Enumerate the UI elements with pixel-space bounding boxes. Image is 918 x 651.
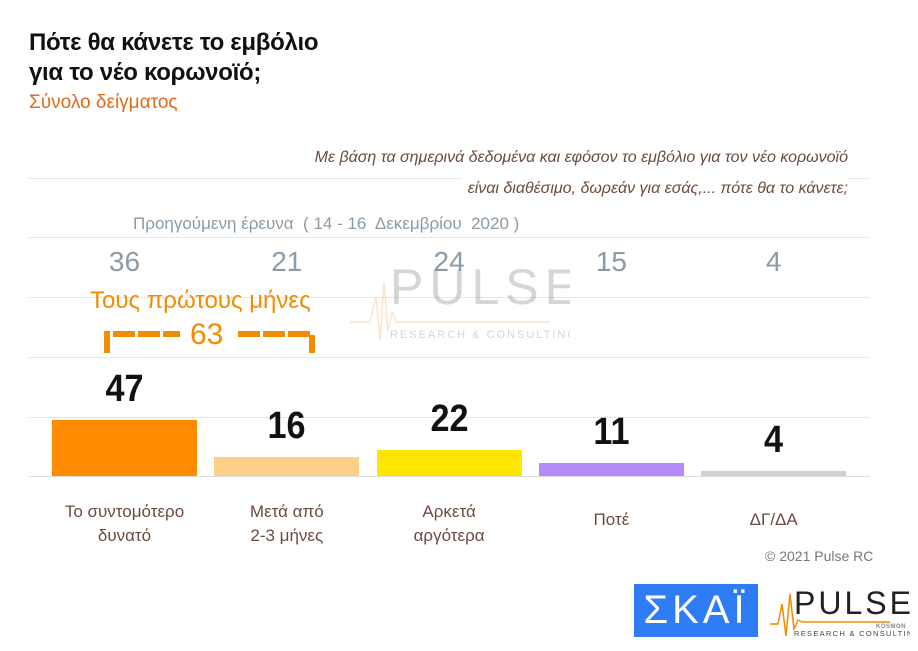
bar-2 <box>376 449 522 476</box>
bar-3 <box>538 462 684 476</box>
previous-survey-label: Προηγούμενη έρευνα ( 14 - 16 Δεκεμβρίου … <box>133 214 524 234</box>
skai-logo: ΣΚΑΪ <box>634 584 758 637</box>
category-label: Ποτέ <box>539 508 684 532</box>
gridline <box>28 357 870 358</box>
bar-1 <box>214 456 360 476</box>
pulse-logo-text: PULSE <box>794 585 910 621</box>
group-value: 63 <box>190 318 224 351</box>
category-line: ΔΓ/ΔΑ <box>749 510 798 529</box>
gridline <box>28 297 870 298</box>
pulse-logo: PULSE KOSMON RESEARCH & CONSULTING <box>770 585 910 638</box>
category-label: Αρκετά αργότερα <box>377 500 522 548</box>
pulse-kosmon-text: KOSMON <box>876 624 906 630</box>
previous-value: 21 <box>271 246 303 277</box>
chart-subtitle: Σύνολο δείγματος <box>29 92 178 113</box>
group-bracket <box>104 331 315 353</box>
baseline <box>28 476 870 477</box>
category-label: Το συντομότερο δυνατό <box>52 500 197 548</box>
previous-value: 24 <box>433 246 465 277</box>
watermark-logo-text: PULSE <box>390 262 570 315</box>
question-text: Με βάση τα σημερινά δεδομένα και εφόσον … <box>128 142 848 204</box>
value-label: 16 <box>267 404 306 447</box>
bar-0 <box>52 420 197 476</box>
title-line-2: για το νέο κορωνοϊό; <box>29 59 262 86</box>
copyright: © 2021 Pulse RC <box>765 548 874 564</box>
gridline <box>28 178 870 179</box>
gridline <box>28 417 870 418</box>
value-label: 22 <box>430 397 469 440</box>
category-line: Ποτέ <box>593 510 630 529</box>
previous-value: 4 <box>765 246 782 277</box>
value-label: 11 <box>593 410 630 453</box>
pulse-watermark: PULSE RESEARCH & CONSULTING <box>350 262 570 341</box>
previous-value: 15 <box>595 246 627 277</box>
question-line-2: είναι διαθέσιμο, δωρεάν για εσάς,... πότ… <box>461 173 848 204</box>
group-label: Τους πρώτους μήνες <box>90 287 311 314</box>
question-line-1: Με βάση τα σημερινά δεδομένα και εφόσον … <box>308 142 848 173</box>
category-line: δυνατό <box>97 526 152 545</box>
category-line: 2-3 μήνες <box>250 526 324 545</box>
previous-value: 36 <box>108 246 141 277</box>
category-line: Το συντομότερο <box>64 502 185 521</box>
watermark-sub-text: RESEARCH & CONSULTING <box>390 329 570 341</box>
category-label: ΔΓ/ΔΑ <box>701 508 846 532</box>
pulse-sub-text: RESEARCH & CONSULTING <box>794 629 910 638</box>
value-label: 4 <box>764 419 784 462</box>
category-line: Αρκετά <box>422 502 476 521</box>
category-label: Μετά από 2-3 μήνες <box>214 500 359 548</box>
gridline <box>28 237 870 238</box>
chart-title: Πότε θα κάνετε το εμβόλιο για το νέο κορω… <box>29 28 319 88</box>
value-label: 47 <box>105 368 144 411</box>
category-line: Μετά από <box>249 502 324 521</box>
bar-4 <box>701 471 847 476</box>
category-line: αργότερα <box>413 526 485 545</box>
title-line-1: Πότε θα κάνετε το εμβόλιο <box>29 29 319 56</box>
